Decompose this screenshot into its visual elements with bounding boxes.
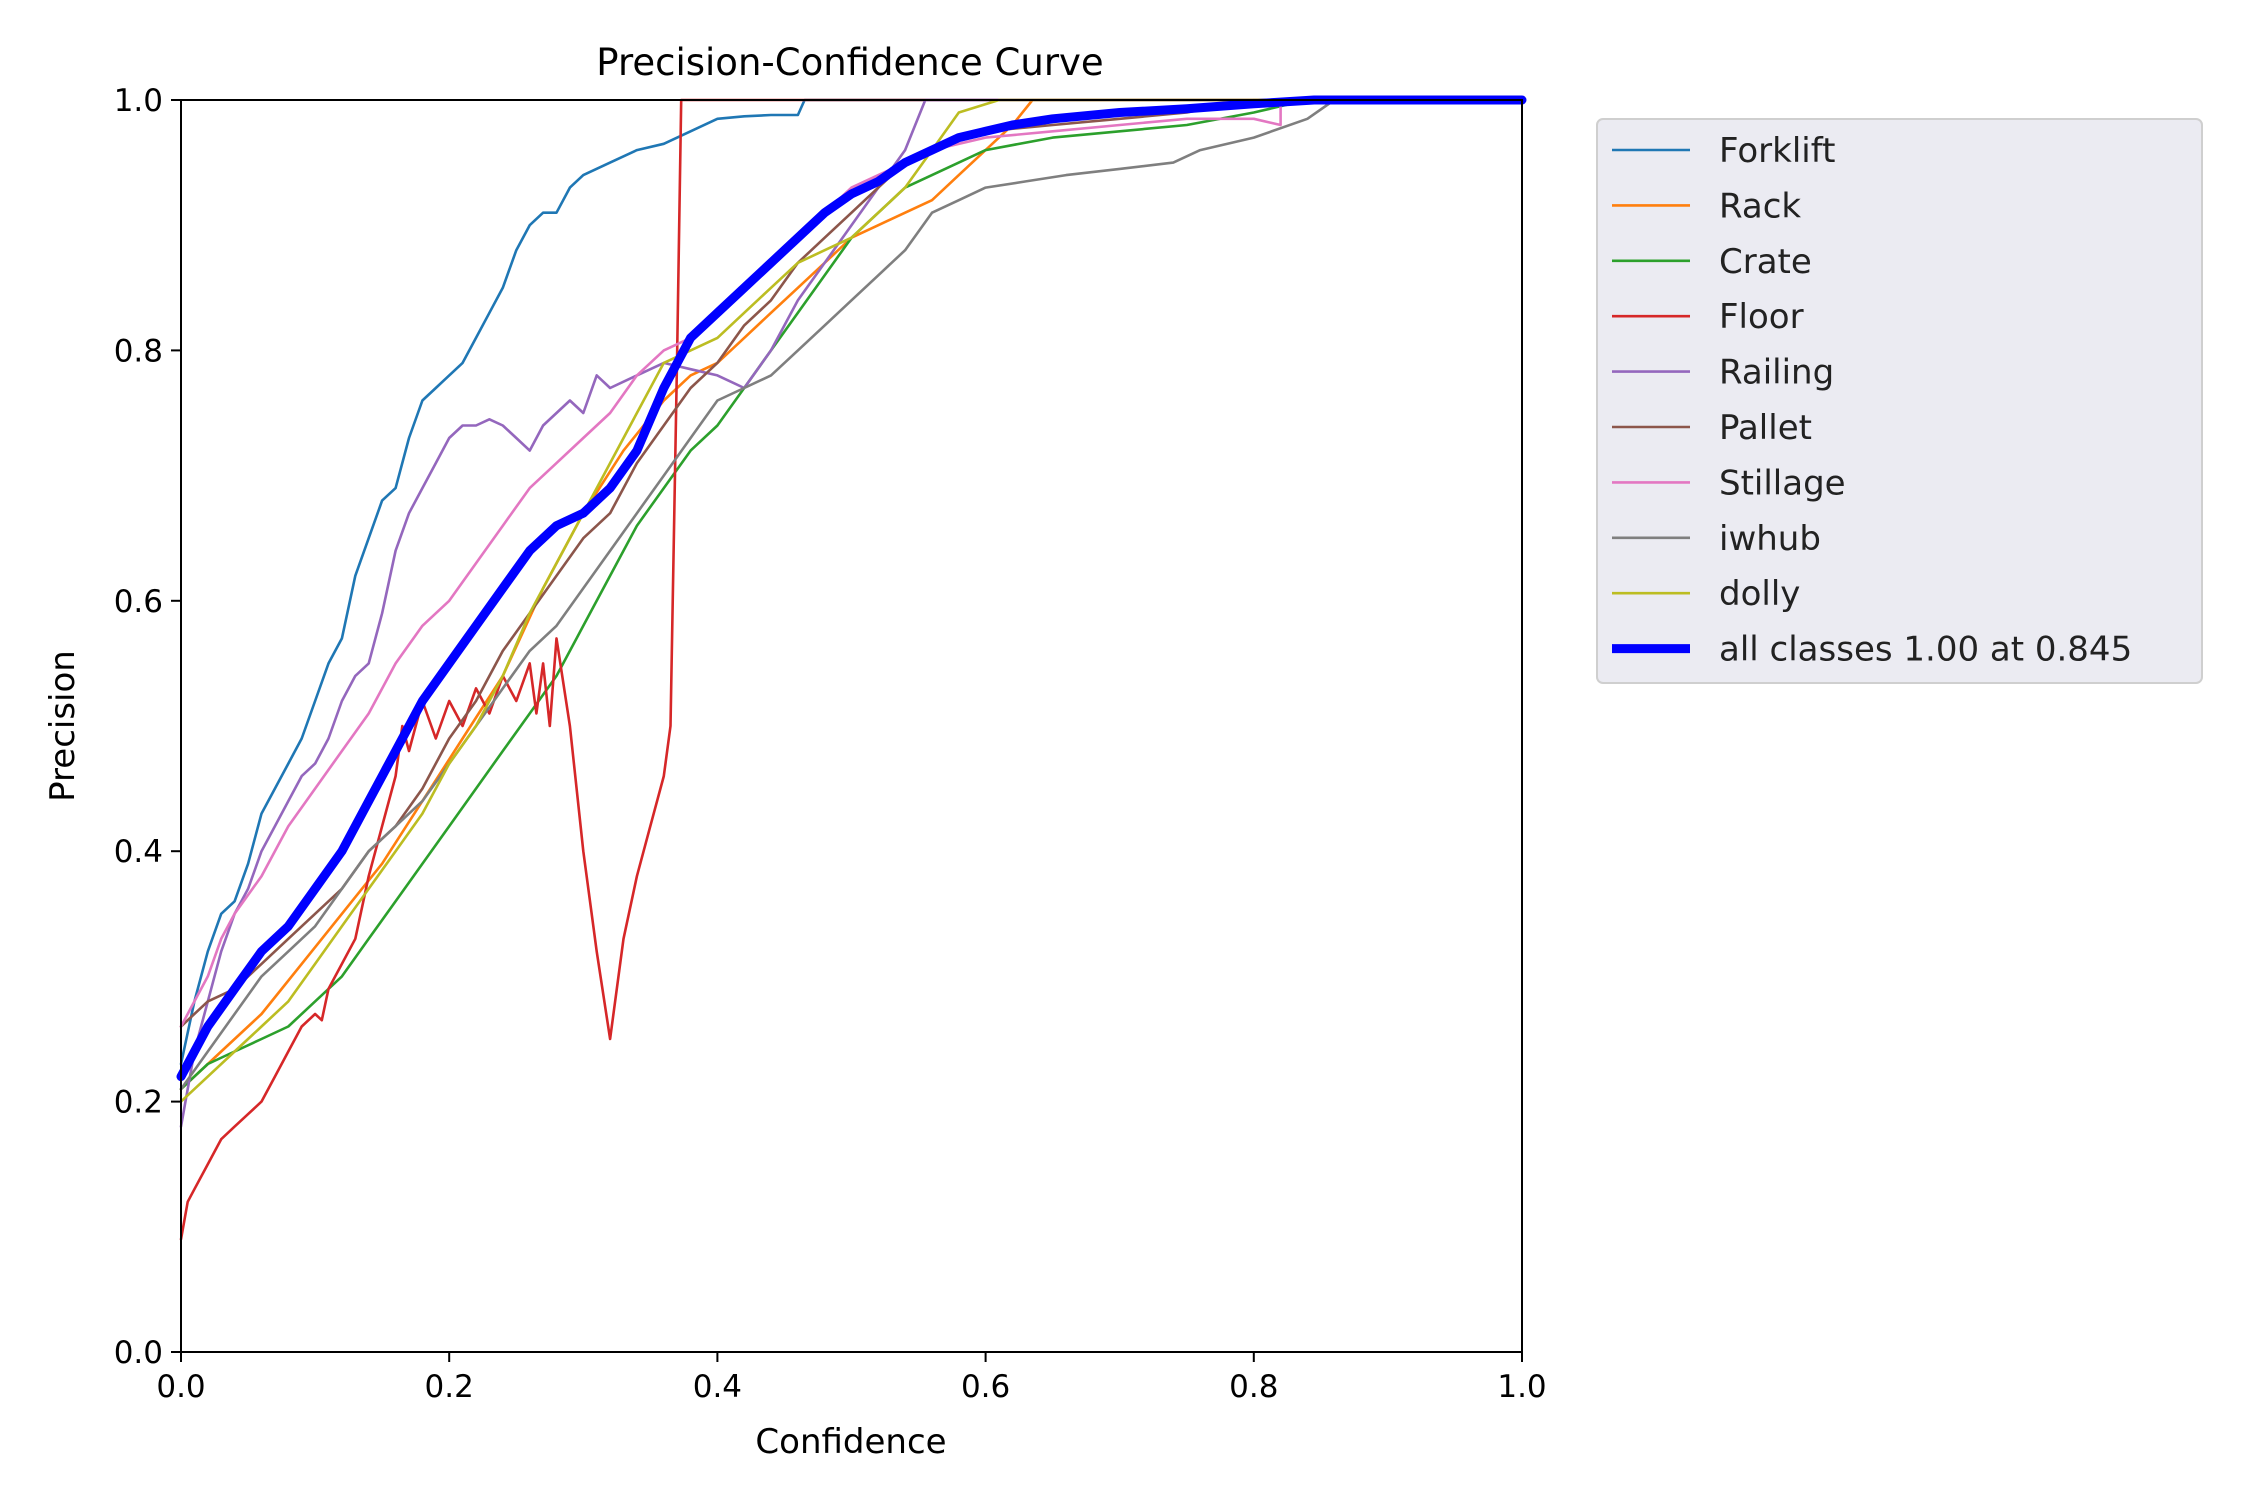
legend-label-all-classes: all classes 1.00 at 0.845 — [1719, 630, 2132, 670]
y-axis-ticks: 0.0 0.2 0.4 0.6 0.8 1.0 — [114, 83, 181, 1371]
y-tick-label: 0.4 — [114, 834, 163, 870]
legend-label-dolly: dolly — [1719, 574, 1800, 614]
series-layer — [176, 95, 1527, 1241]
series-line-forklift — [179, 98, 1524, 1066]
series-line-rack — [179, 98, 1524, 1091]
plot-frame — [180, 99, 1523, 1353]
legend-label-railing: Railing — [1719, 353, 1834, 393]
x-tick-label: 1.0 — [1497, 1369, 1546, 1405]
legend-label-rack: Rack — [1719, 186, 1801, 226]
legend-label-pallet: Pallet — [1719, 408, 1812, 448]
y-axis-label: Precision — [43, 650, 83, 802]
series-line-iwhub — [179, 98, 1524, 1091]
series-line-stillage — [179, 98, 1524, 1028]
series-line-all-classes — [176, 95, 1527, 1082]
x-tick-label: 0.0 — [156, 1369, 205, 1405]
series-line-railing — [179, 98, 1524, 1128]
legend-label-forklift: Forklift — [1719, 131, 1835, 171]
y-tick-label: 0.8 — [114, 333, 163, 369]
series-line-crate — [179, 98, 1524, 1091]
legend-label-floor: Floor — [1719, 297, 1804, 337]
y-tick-label: 0.0 — [114, 1335, 163, 1371]
legend-box — [1596, 118, 2203, 684]
x-tick-label: 0.2 — [425, 1369, 474, 1405]
x-tick-label: 0.4 — [693, 1369, 742, 1405]
legend-label-crate: Crate — [1719, 242, 1812, 282]
y-tick-label: 0.2 — [114, 1085, 163, 1121]
x-axis-label: Confidence — [755, 1422, 946, 1462]
y-tick-label: 0.6 — [114, 584, 163, 620]
x-axis-ticks: 0.0 0.2 0.4 0.6 0.8 1.0 — [156, 1352, 1547, 1405]
legend: Forklift Rack Crate Floor Railing Pallet Still… — [1596, 118, 2203, 684]
legend-label-stillage: Stillage — [1719, 463, 1846, 503]
x-tick-label: 0.6 — [961, 1369, 1010, 1405]
x-tick-label: 0.8 — [1229, 1369, 1278, 1405]
series-line-dolly — [179, 98, 1524, 1103]
series-line-floor — [179, 98, 1524, 1241]
chart-title: Precision-Confidence Curve — [596, 41, 1103, 84]
y-tick-label: 1.0 — [114, 83, 163, 119]
legend-label-iwhub: iwhub — [1719, 519, 1821, 559]
